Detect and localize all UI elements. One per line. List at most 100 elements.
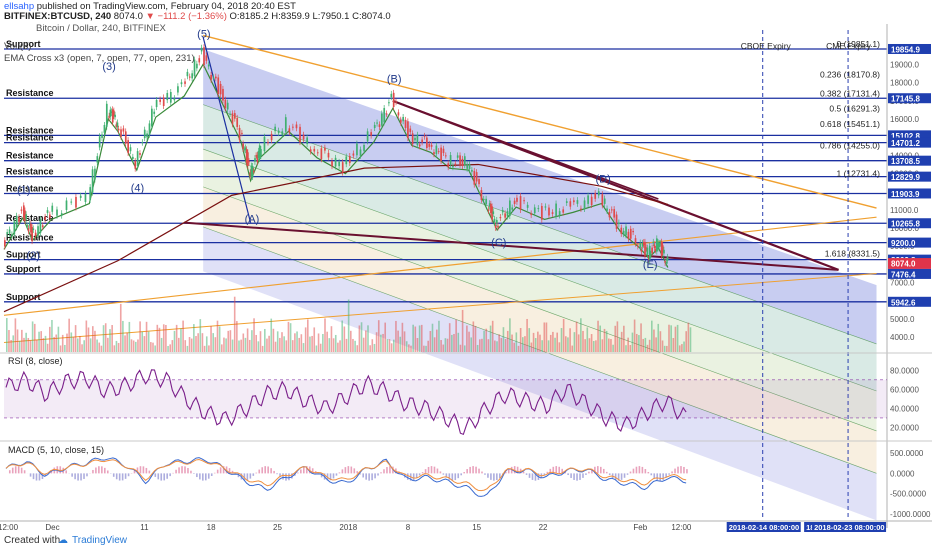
macd-histogram-bar <box>121 473 124 481</box>
volume-bar <box>289 323 292 352</box>
candle-body <box>242 143 244 150</box>
rsi-tick: 80.0000 <box>890 366 919 375</box>
candle-body <box>666 256 669 261</box>
symbol[interactable]: BITFINEX:BTCUSD, 240 <box>4 11 112 22</box>
candle-body <box>650 253 652 256</box>
candle-body <box>226 102 229 110</box>
volume-bar <box>429 330 432 352</box>
candle-body <box>490 203 492 214</box>
chart-labels: 0 (19851.1) 0.236 (18170.8) 0.382 (17131.4… <box>17 28 880 271</box>
price-badge <box>888 155 931 166</box>
macd-histogram-bar <box>127 473 130 477</box>
volume-bar <box>446 338 449 352</box>
publish-info: published on TradingView.com, February 0… <box>36 1 296 12</box>
price-badge <box>888 258 931 269</box>
candle-body <box>428 143 431 147</box>
price-tick: 5000.0 <box>890 315 915 324</box>
volume-bar <box>64 344 66 352</box>
time-label: 15 <box>472 523 481 532</box>
candle-body <box>423 135 426 137</box>
volume-bar <box>231 339 234 352</box>
macd-histogram-bar <box>267 466 269 474</box>
candle-body <box>215 76 217 79</box>
macd-histogram-bar <box>329 473 332 481</box>
candle-body <box>24 210 26 222</box>
macd-histogram-bar <box>418 473 421 476</box>
candle-body <box>646 247 649 255</box>
candle-body <box>494 225 497 228</box>
candle-body <box>640 249 643 252</box>
author-name[interactable]: ellsahp <box>4 1 35 12</box>
volume-bar <box>274 341 277 352</box>
macd-histogram-bar <box>635 466 638 474</box>
macd-histogram-bar <box>169 473 171 477</box>
volume-bar <box>107 337 109 352</box>
macd-histogram-bar <box>291 473 293 479</box>
volume-bar <box>483 330 485 352</box>
volume-bar <box>405 341 408 352</box>
candle-body <box>159 99 161 102</box>
candle-body <box>270 133 273 141</box>
footer-created-with: Created with <box>4 535 61 546</box>
volume-bar <box>55 334 58 352</box>
volume-bar <box>582 330 584 352</box>
volume-bar <box>577 334 580 352</box>
volume-bar <box>451 334 453 352</box>
rsi-tick: 60.0000 <box>890 385 919 394</box>
candle-body <box>250 165 253 178</box>
volume-bar <box>339 340 341 352</box>
volume-bar <box>369 345 371 352</box>
candle-body <box>302 134 305 140</box>
candle-body <box>449 155 452 166</box>
volume-bar <box>154 345 156 352</box>
candle-body <box>75 196 77 208</box>
volume-bar <box>132 340 135 352</box>
candle-body <box>229 113 231 115</box>
candle-body <box>641 242 644 247</box>
time-label: Feb <box>633 523 647 532</box>
volume-bar <box>328 338 331 352</box>
candle-body <box>411 133 414 145</box>
candle-body <box>41 225 44 228</box>
volume-bar <box>367 325 369 352</box>
macd-histogram-bar <box>23 470 26 474</box>
level-label: Resistance <box>6 183 54 193</box>
price-badge-label: 14701.2 <box>891 139 920 148</box>
volume-bar <box>586 327 589 352</box>
candle-body <box>488 203 491 207</box>
price-badge-label: 19854.9 <box>891 45 920 54</box>
volume-bar <box>556 332 558 352</box>
volume-bar <box>663 345 666 352</box>
macd-title[interactable]: MACD (5, 10, close, 15) <box>8 445 105 455</box>
ema-indicator-label[interactable]: EMA Cross x3 (open, 7, open, 77, open, 2… <box>4 53 195 64</box>
footer-brand[interactable]: TradingView <box>72 535 128 546</box>
volume-bar <box>25 332 27 352</box>
fib-band-4 <box>203 186 877 474</box>
volume-bar <box>313 327 316 352</box>
volume-bar <box>365 330 367 352</box>
price-change: ▼ −111.2 (−1.36%) <box>145 11 227 22</box>
macd-histogram-bar <box>579 473 581 480</box>
volume-bar <box>416 337 419 352</box>
volume-bar <box>94 330 96 352</box>
volume-bar <box>494 340 496 352</box>
candle-body <box>334 157 337 167</box>
candle-body <box>519 196 522 210</box>
volume-bar <box>386 339 389 352</box>
price-tick: 10000.0 <box>890 224 919 233</box>
candle-body <box>397 112 400 116</box>
candle-body <box>565 201 568 203</box>
volume-bar <box>240 339 242 352</box>
macd-histogram-bar <box>573 473 575 480</box>
volume-bar <box>253 318 255 352</box>
candle-body <box>414 137 416 141</box>
rsi-title[interactable]: RSI (8, close) <box>8 356 63 366</box>
volume-bar <box>678 345 681 352</box>
volume-bar <box>31 321 34 352</box>
level-label: Support <box>6 39 41 49</box>
volume-bar <box>648 339 651 352</box>
volume-indicator-label[interactable]: Vol (8) <box>4 41 32 52</box>
level-label: Resistance <box>6 133 54 143</box>
wave-label: (5) <box>197 28 210 40</box>
candle-body <box>569 201 572 207</box>
